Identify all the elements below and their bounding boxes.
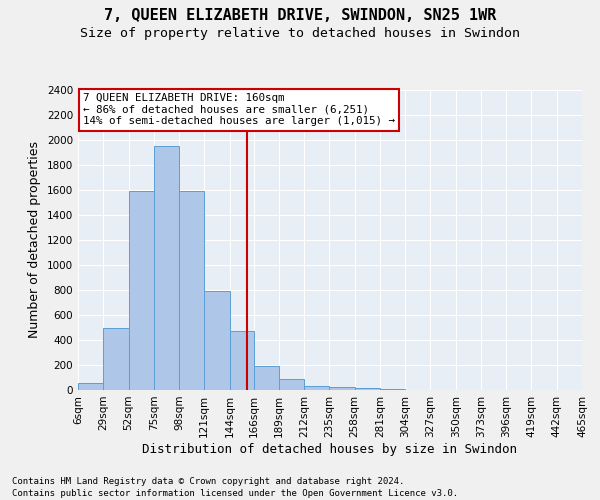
Text: Distribution of detached houses by size in Swindon: Distribution of detached houses by size … — [143, 442, 517, 456]
Bar — [254, 366, 279, 390]
Bar — [204, 291, 230, 390]
Bar — [304, 386, 329, 390]
Text: Size of property relative to detached houses in Swindon: Size of property relative to detached ho… — [80, 28, 520, 40]
Bar — [279, 379, 304, 390]
Bar — [230, 331, 254, 390]
Bar — [128, 191, 154, 390]
Text: Contains public sector information licensed under the Open Government Licence v3: Contains public sector information licen… — [12, 489, 458, 498]
Text: 7, QUEEN ELIZABETH DRIVE, SWINDON, SN25 1WR: 7, QUEEN ELIZABETH DRIVE, SWINDON, SN25 … — [104, 8, 496, 22]
Y-axis label: Number of detached properties: Number of detached properties — [28, 142, 41, 338]
Bar — [179, 191, 204, 390]
Bar — [78, 382, 103, 390]
Bar — [329, 387, 355, 390]
Text: Contains HM Land Registry data © Crown copyright and database right 2024.: Contains HM Land Registry data © Crown c… — [12, 478, 404, 486]
Bar — [103, 328, 128, 390]
Bar — [355, 388, 380, 390]
Bar — [154, 146, 179, 390]
Text: 7 QUEEN ELIZABETH DRIVE: 160sqm
← 86% of detached houses are smaller (6,251)
14%: 7 QUEEN ELIZABETH DRIVE: 160sqm ← 86% of… — [83, 93, 395, 126]
